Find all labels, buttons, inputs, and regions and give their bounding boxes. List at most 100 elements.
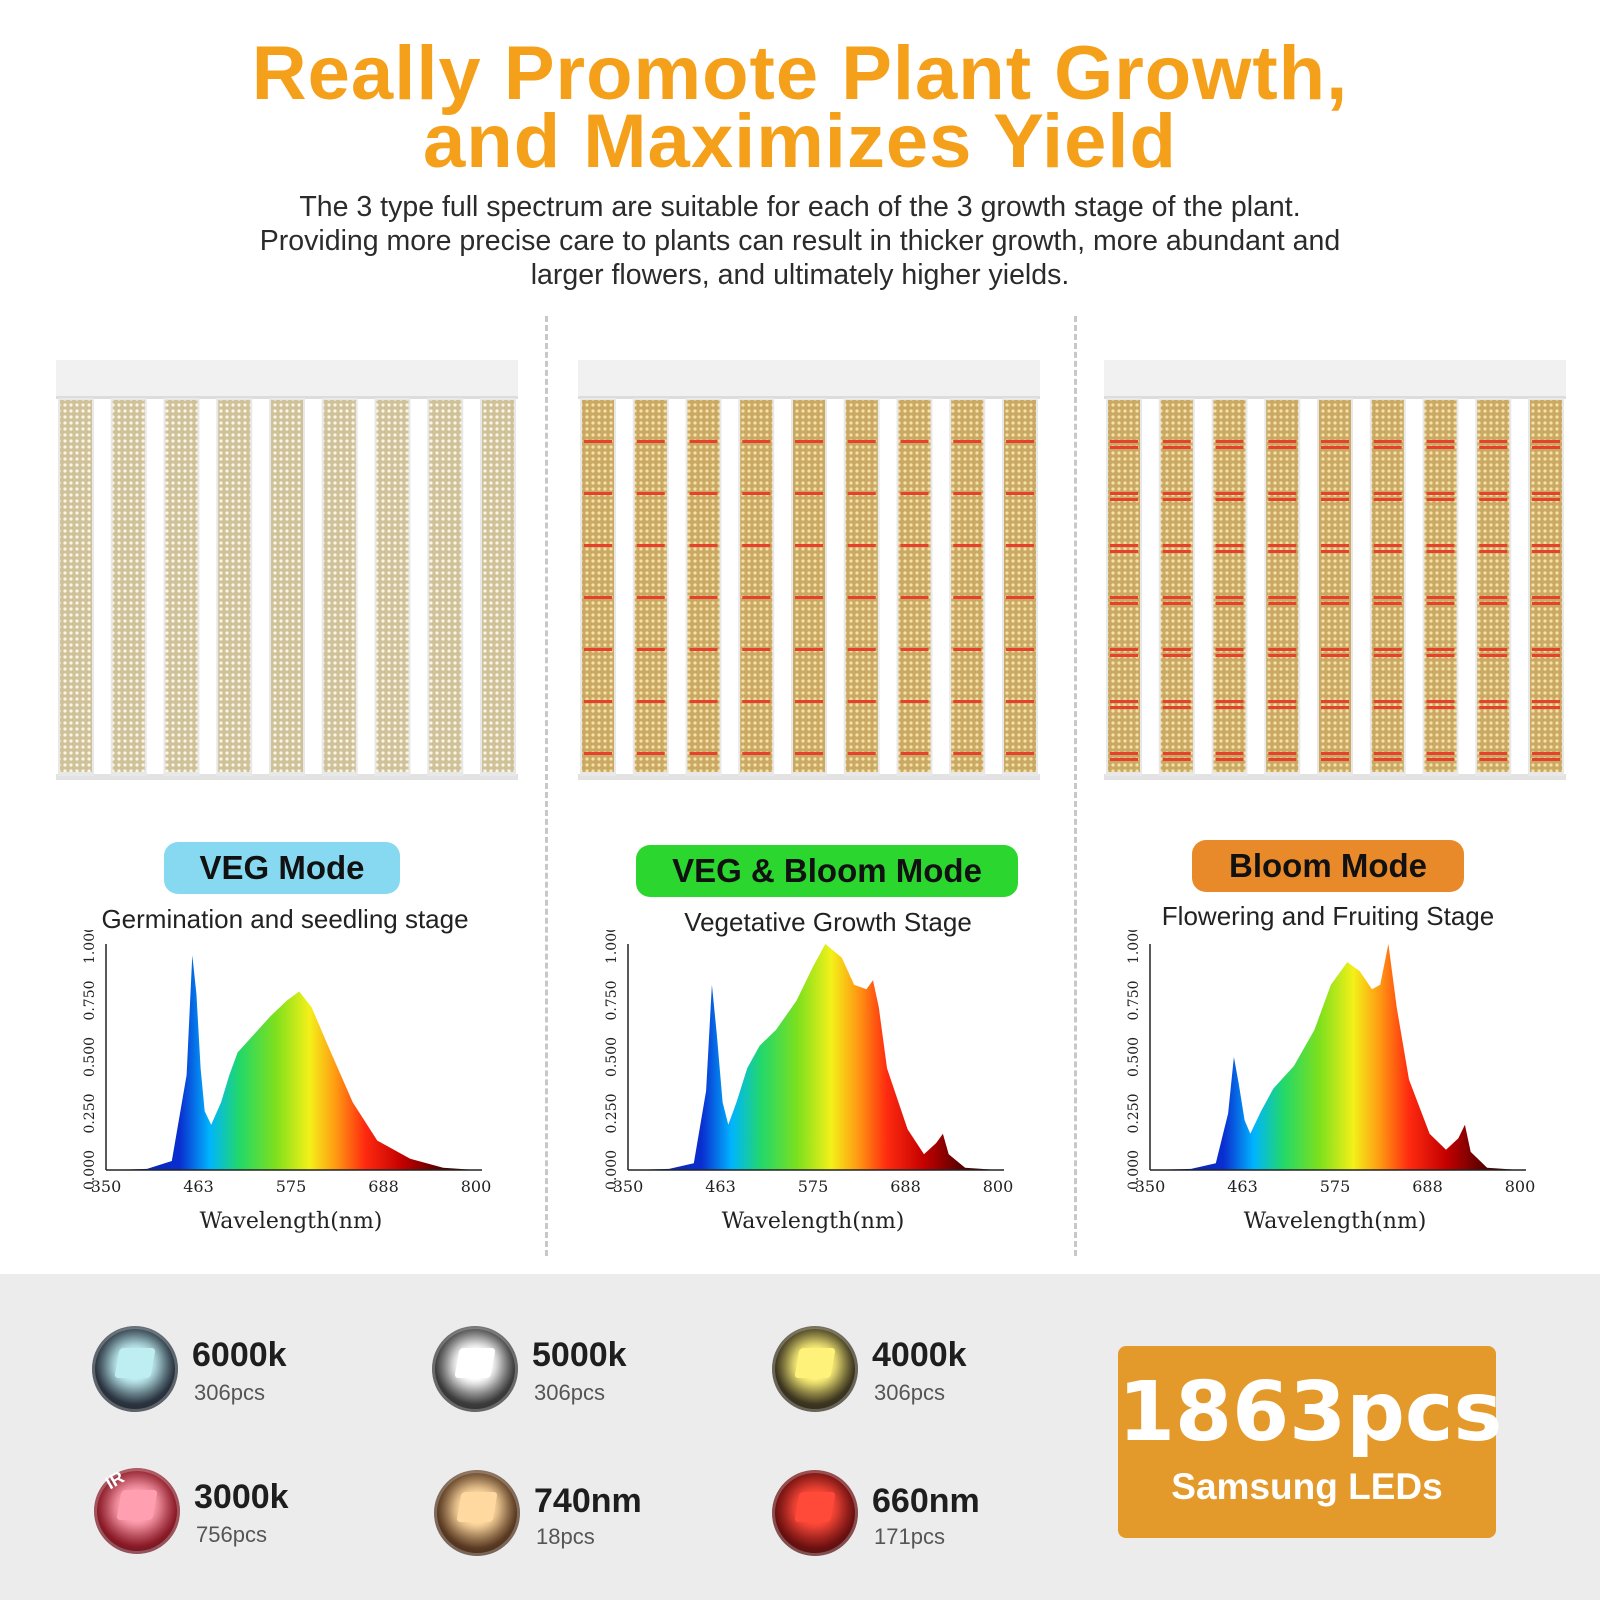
- y-tick-label: 1.000: [82, 930, 98, 964]
- x-tick-label: 688: [1412, 1177, 1443, 1196]
- led-item-660nm: [772, 1470, 858, 1556]
- spectrum-area: [106, 955, 476, 1170]
- red-led-row: [953, 752, 982, 755]
- red-led-row: [1110, 492, 1138, 495]
- red-led-row: [1006, 700, 1034, 703]
- red-led-row: [1426, 700, 1455, 703]
- red-led-row: [1110, 700, 1138, 703]
- red-led-row: [1215, 446, 1244, 449]
- red-led-row: [1373, 446, 1402, 449]
- total-led-label: Samsung LEDs: [1171, 1466, 1443, 1507]
- red-led-row: [1532, 544, 1560, 547]
- led-chip-square: [456, 1492, 498, 1522]
- led-chip-660nm-icon: [772, 1470, 858, 1556]
- led-count-740nm: 18pcs: [536, 1524, 595, 1549]
- red-led-row: [1215, 440, 1244, 443]
- led-value-660nm: 660nm: [872, 1482, 980, 1520]
- led-strip: [1319, 400, 1351, 772]
- red-led-row: [742, 492, 771, 495]
- led-strip: [482, 400, 514, 772]
- mode-badge-veg-bloom: VEG & Bloom Mode: [636, 845, 1018, 897]
- led-chip-square: [116, 1490, 158, 1520]
- grow-light-panel-bloom: [1104, 360, 1566, 780]
- red-led-row: [1162, 446, 1191, 449]
- red-led-row: [795, 596, 823, 599]
- column-divider: [1074, 316, 1077, 1256]
- red-led-row: [1532, 752, 1560, 755]
- red-led-row: [1162, 440, 1191, 443]
- red-led-row: [1215, 648, 1244, 651]
- led-strip: [376, 400, 409, 772]
- red-led-row: [953, 544, 982, 547]
- x-tick-label: 575: [1320, 1177, 1351, 1196]
- red-led-row: [1006, 440, 1034, 443]
- red-led-row: [1162, 550, 1191, 553]
- red-led-row: [1110, 446, 1138, 449]
- x-tick-label: 350: [91, 1177, 122, 1196]
- red-led-row: [689, 700, 718, 703]
- red-led-row: [1532, 602, 1560, 605]
- red-led-row: [847, 596, 876, 599]
- led-strip: [271, 400, 303, 772]
- red-led-row: [1321, 492, 1349, 495]
- red-led-row: [847, 752, 876, 755]
- red-led-row: [1373, 752, 1402, 755]
- led-strip: [793, 400, 825, 772]
- red-led-row: [1162, 544, 1191, 547]
- red-led-row: [1373, 544, 1402, 547]
- y-tick-label: 0.500: [604, 1037, 620, 1077]
- red-led-row: [795, 700, 823, 703]
- led-chip-6000k-icon: [92, 1326, 178, 1412]
- red-led-row: [1268, 596, 1297, 599]
- red-led-row: [1215, 752, 1244, 755]
- red-led-row: [1373, 498, 1402, 501]
- led-strip: [1477, 400, 1510, 772]
- red-led-row: [1321, 544, 1349, 547]
- red-led-row: [847, 544, 876, 547]
- red-led-row: [1162, 700, 1191, 703]
- red-led-row: [742, 544, 771, 547]
- y-tick-label: 0.000: [1126, 1150, 1142, 1190]
- panel-bottom-rail: [1104, 774, 1566, 780]
- red-led-row: [1268, 498, 1297, 501]
- red-led-row: [1162, 706, 1191, 709]
- x-tick-label: 463: [705, 1177, 736, 1196]
- red-led-row: [1321, 550, 1349, 553]
- y-tick-label: 0.500: [82, 1037, 98, 1077]
- red-led-row: [1162, 758, 1191, 761]
- red-led-row: [584, 492, 612, 495]
- spectrum-area: [628, 944, 998, 1170]
- led-count-6000k: 306pcs: [194, 1380, 265, 1405]
- led-strip: [60, 400, 92, 772]
- red-led-row: [900, 492, 929, 495]
- x-tick-label: 800: [461, 1177, 492, 1196]
- red-led-row: [1110, 648, 1138, 651]
- red-led-row: [1162, 596, 1191, 599]
- panel-top-rail: [56, 360, 518, 396]
- red-led-row: [636, 596, 665, 599]
- led-count-4000k: 306pcs: [874, 1380, 945, 1405]
- grow-light-panel-veg-bloom: [578, 360, 1040, 780]
- red-led-row: [900, 752, 929, 755]
- red-led-row: [1426, 602, 1455, 605]
- led-chip-5000k-icon: [432, 1326, 518, 1412]
- red-led-row: [1532, 648, 1560, 651]
- led-strip: [1213, 400, 1246, 772]
- led-item-6000k: [92, 1326, 178, 1412]
- red-led-row: [636, 700, 665, 703]
- led-count-660nm: 171pcs: [874, 1524, 945, 1549]
- y-tick-label: 0.250: [604, 1093, 620, 1133]
- red-led-row: [1162, 654, 1191, 657]
- spectrum-chart-veg-bloom: 350 463 575 688 800 0.000 0.250 0.500 0.750 1.000…: [604, 930, 1013, 1234]
- red-led-row: [1373, 596, 1402, 599]
- x-tick-label: 688: [890, 1177, 921, 1196]
- led-chip-square: [114, 1348, 156, 1378]
- x-tick-label: 350: [613, 1177, 644, 1196]
- red-led-row: [900, 440, 929, 443]
- x-tick-label: 688: [368, 1177, 399, 1196]
- red-led-row: [1110, 752, 1138, 755]
- red-led-row: [1006, 596, 1034, 599]
- red-led-row: [847, 492, 876, 495]
- x-tick-label: 575: [798, 1177, 829, 1196]
- red-led-row: [1110, 440, 1138, 443]
